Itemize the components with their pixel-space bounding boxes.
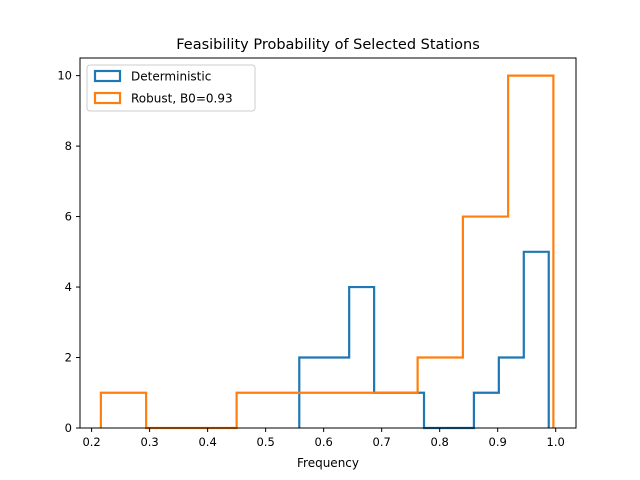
y-axis-ticks: 0 2 4 6 8 10 [57,69,80,435]
y-tick-label: 6 [65,210,72,224]
legend-label-0: Deterministic [131,70,211,84]
legend-label-1: Robust, B0=0.93 [131,92,233,106]
legend-box [86,64,256,112]
y-tick-label: 0 [65,421,72,435]
legend-swatch-0 [93,69,122,83]
y-tick-label: 8 [65,139,72,153]
x-tick-label: 0.2 [82,435,100,449]
x-axis-ticks: 0.2 0.3 0.4 0.5 0.6 0.7 0.8 0.9 1.0 [82,428,565,449]
y-tick-label: 10 [57,69,72,83]
x-tick-label: 0.8 [431,435,449,449]
x-tick-label: 0.4 [198,435,216,449]
x-tick-label: 0.6 [315,435,333,449]
x-tick-label: 1.0 [547,435,565,449]
x-tick-label: 0.9 [489,435,507,449]
x-tick-label: 0.3 [140,435,158,449]
legend: Deterministic Robust, B0=0.93 [86,64,256,112]
series-outline-1 [99,74,555,430]
chart-title: Feasibility Probability of Selected Stat… [176,37,480,53]
legend-swatch-1 [93,91,122,105]
x-axis-label: Frequency [297,456,359,470]
x-tick-label: 0.5 [256,435,274,449]
axes-frame [79,57,577,429]
x-tick-label: 0.7 [373,435,391,449]
y-tick-label: 2 [65,351,72,365]
y-tick-label: 4 [65,280,72,294]
